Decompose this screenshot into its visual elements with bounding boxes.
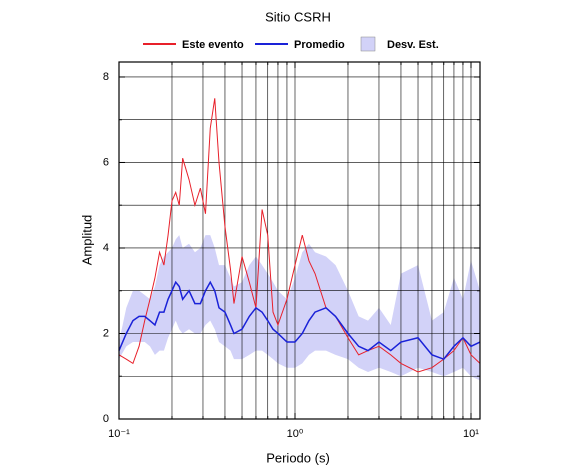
y-tick-label: 2 — [103, 327, 109, 339]
y-axis-label: Amplitud — [79, 215, 94, 266]
legend-label: Promedio — [294, 39, 345, 51]
legend-label: Este evento — [182, 39, 244, 51]
chart-title: Sitio CSRH — [265, 9, 331, 24]
y-tick-label: 0 — [103, 413, 109, 425]
x-tick-label: 10⁰ — [287, 428, 304, 440]
y-tick-label: 4 — [103, 242, 109, 254]
x-tick-label: 10⁻¹ — [108, 428, 130, 440]
legend-label: Desv. Est. — [387, 39, 439, 51]
plot-frame — [118, 61, 481, 420]
x-tick-label: 10¹ — [463, 428, 479, 440]
series-line — [118, 280, 481, 361]
series-line — [118, 98, 481, 373]
std-band — [119, 235, 480, 381]
y-tick-label: 6 — [103, 156, 109, 168]
legend-swatch — [360, 36, 376, 52]
y-tick-label: 8 — [103, 71, 109, 83]
x-axis-label: Periodo (s) — [266, 450, 330, 465]
